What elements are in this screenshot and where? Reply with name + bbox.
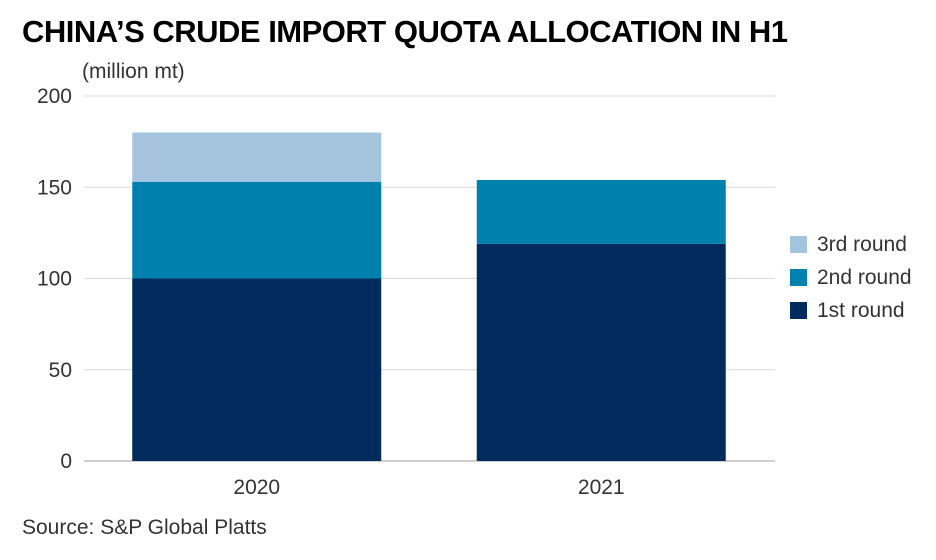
legend-swatch <box>790 269 807 286</box>
y-tick-label: 200 <box>37 85 72 108</box>
bar-segment <box>476 179 726 244</box>
bar-segment <box>132 132 382 182</box>
y-axis-ticks: 0 50 100 150 200 <box>37 85 72 473</box>
legend-label: 1st round <box>817 299 905 322</box>
bar-segment <box>132 181 382 279</box>
legend-label: 3rd round <box>817 233 907 256</box>
legend-swatch <box>790 236 807 253</box>
y-axis-unit-label: (million mt) <box>82 60 185 83</box>
bars <box>132 132 726 461</box>
legend-swatch <box>790 302 807 319</box>
y-tick-label: 150 <box>37 176 72 199</box>
bar-segment <box>476 243 726 461</box>
bar-segment <box>132 278 382 461</box>
legend-label: 2nd round <box>817 266 912 289</box>
x-tick-label: 2021 <box>578 476 625 499</box>
chart-title: CHINA’S CRUDE IMPORT QUOTA ALLOCATION IN… <box>22 14 788 49</box>
x-axis-ticks: 2020 2021 <box>233 476 624 499</box>
x-tick-label: 2020 <box>233 476 280 499</box>
y-tick-label: 0 <box>60 450 72 473</box>
source-note: Source: S&P Global Platts <box>22 516 267 539</box>
y-tick-label: 50 <box>49 359 72 382</box>
legend: 3rd round 2nd round 1st round <box>790 233 912 322</box>
y-tick-label: 100 <box>37 268 72 291</box>
